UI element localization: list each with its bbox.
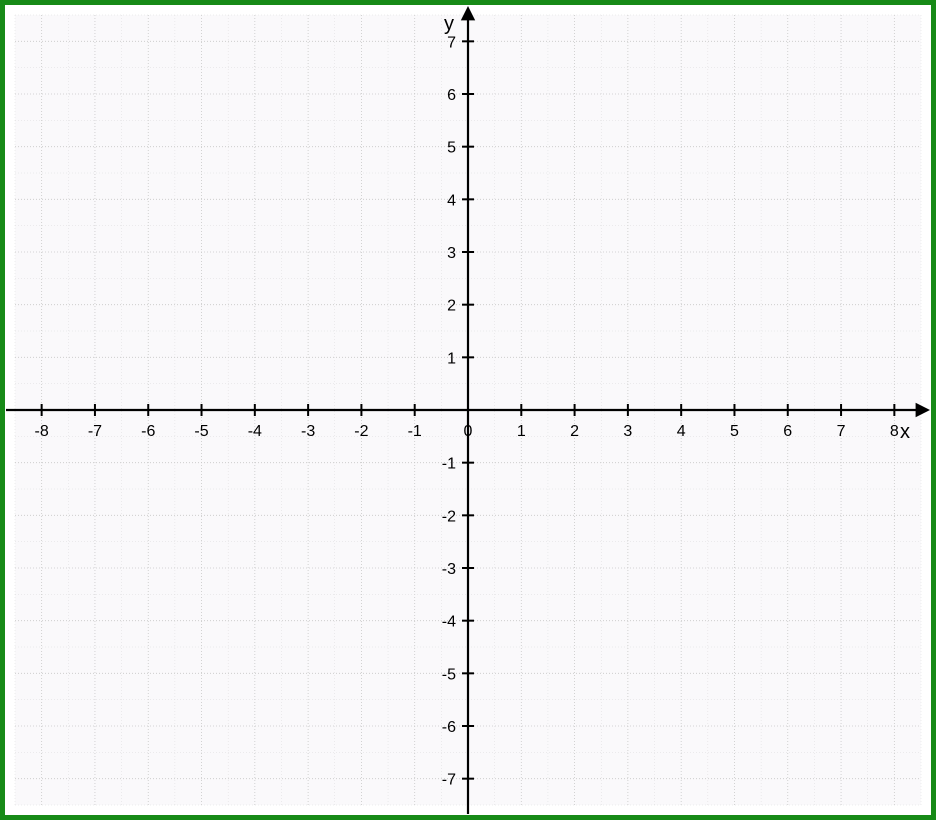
y-tick-label: 3 — [447, 245, 456, 262]
x-tick-label: -6 — [141, 423, 155, 440]
x-tick-label: -2 — [354, 423, 368, 440]
x-tick-label: -5 — [194, 423, 208, 440]
x-tick-label: 1 — [517, 423, 526, 440]
y-tick-label: 7 — [447, 34, 456, 51]
x-tick-label: 5 — [730, 423, 739, 440]
coordinate-plane-chart: -8 -7 -6 -5 -4 -3 -2 -1 0 1 2 3 4 5 6 7 8 -7 -6 -5 -4 -3 -2 -1 1… — [0, 0, 936, 820]
x-tick-label: 7 — [837, 423, 846, 440]
y-tick-label: -4 — [442, 614, 456, 631]
y-tick-label: 6 — [447, 87, 456, 104]
y-tick-label: -7 — [442, 772, 456, 789]
y-tick-label: -5 — [442, 666, 456, 683]
y-tick-label: -1 — [442, 456, 456, 473]
y-tick-label: 1 — [447, 350, 456, 367]
x-tick-label: 4 — [677, 423, 686, 440]
x-tick-label: -7 — [88, 423, 102, 440]
x-tick-label: 8 — [890, 423, 899, 440]
y-axis-label: y — [444, 13, 454, 35]
x-tick-label: -4 — [248, 423, 262, 440]
x-tick-label: 6 — [783, 423, 792, 440]
x-tick-label: -1 — [408, 423, 422, 440]
y-tick-label: 2 — [447, 298, 456, 315]
x-tick-label: -8 — [35, 423, 49, 440]
x-tick-label: -3 — [301, 423, 315, 440]
x-tick-label: 2 — [570, 423, 579, 440]
x-axis-label: x — [900, 421, 910, 443]
x-tick-label: 0 — [464, 423, 473, 440]
y-tick-label: -3 — [442, 561, 456, 578]
y-tick-label: 4 — [447, 192, 456, 209]
x-tick-label: 3 — [623, 423, 632, 440]
y-tick-label: 5 — [447, 140, 456, 157]
coordinate-plane-svg: -8 -7 -6 -5 -4 -3 -2 -1 0 1 2 3 4 5 6 7 8 -7 -6 -5 -4 -3 -2 -1 1… — [0, 0, 936, 820]
y-tick-label: -6 — [442, 719, 456, 736]
y-tick-label: -2 — [442, 508, 456, 525]
